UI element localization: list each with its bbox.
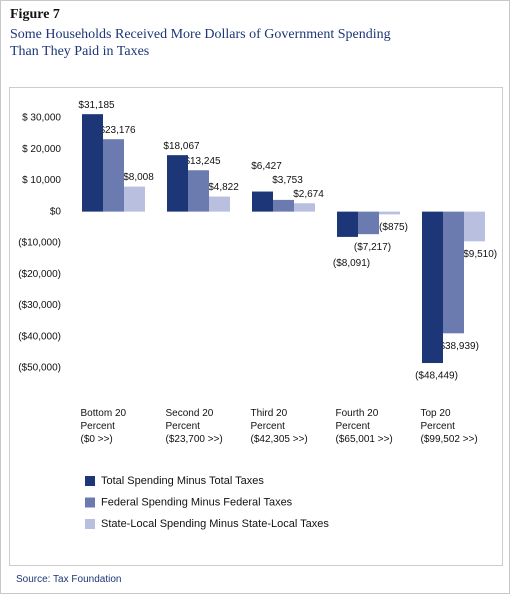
bar — [167, 155, 188, 212]
y-tick-label: $ 10,000 — [22, 175, 61, 186]
y-tick-label: $ 30,000 — [22, 113, 61, 124]
bar — [273, 199, 294, 212]
legend-swatch — [85, 497, 95, 508]
x-tick-label: Bottom 20 Percent ($0 >>) — [80, 408, 127, 445]
bar — [443, 211, 464, 334]
value-label: ($875) — [379, 222, 408, 233]
bar — [209, 196, 230, 212]
bar — [464, 211, 485, 242]
y-tick-label: ($30,000) — [18, 300, 61, 311]
bar — [82, 114, 103, 212]
source: Source: Tax Foundation — [16, 574, 122, 585]
y-tick-label: ($40,000) — [18, 331, 61, 342]
bar — [337, 211, 358, 237]
legend-swatch — [85, 519, 95, 529]
y-tick-label: ($20,000) — [18, 269, 61, 280]
value-label: ($9,510) — [460, 249, 497, 260]
value-label: ($7,217) — [354, 242, 391, 253]
bar — [358, 211, 379, 235]
value-label: $18,067 — [163, 141, 200, 152]
value-label: $23,176 — [99, 125, 136, 136]
bar — [422, 211, 443, 364]
y-tick-label: $0 — [50, 206, 62, 217]
value-label: ($8,091) — [333, 258, 370, 269]
value-label: $13,245 — [184, 156, 221, 167]
bar — [188, 170, 209, 212]
value-label: ($48,449) — [415, 371, 458, 382]
x-tick-label: Third 20 Percent ($42,305 >>) — [250, 408, 308, 445]
x-tick-label: Second 20 Percent ($23,700 >>) — [165, 408, 223, 445]
y-tick-label: ($50,000) — [18, 363, 61, 374]
bar — [124, 186, 145, 212]
bar — [294, 203, 315, 212]
y-tick-label: ($10,000) — [18, 238, 61, 249]
value-label: $4,822 — [208, 182, 239, 193]
x-tick-label: Fourth 20 Percent ($65,001 >>) — [335, 408, 393, 445]
value-label: $2,674 — [293, 189, 324, 200]
value-label: $31,185 — [78, 100, 115, 111]
chart-title: Some Households Received More Dollars of… — [10, 27, 391, 59]
legend-label: State-Local Spending Minus State-Local T… — [101, 518, 329, 530]
legend-swatch — [85, 476, 95, 486]
value-label: $6,427 — [251, 161, 282, 172]
value-label: $3,753 — [272, 175, 303, 186]
figure-label: Figure 7 — [10, 7, 60, 22]
chart-frame — [9, 87, 503, 566]
bar — [379, 211, 400, 215]
x-tick-label: Top 20 Percent ($99,502 >>) — [420, 408, 478, 445]
bar — [103, 139, 124, 212]
legend-label: Federal Spending Minus Federal Taxes — [101, 496, 293, 508]
legend-label: Total Spending Minus Total Taxes — [101, 475, 264, 487]
y-tick-label: $ 20,000 — [22, 144, 61, 155]
bar — [252, 191, 273, 212]
value-label: ($38,939) — [436, 341, 479, 352]
value-label: $8,008 — [123, 172, 154, 183]
